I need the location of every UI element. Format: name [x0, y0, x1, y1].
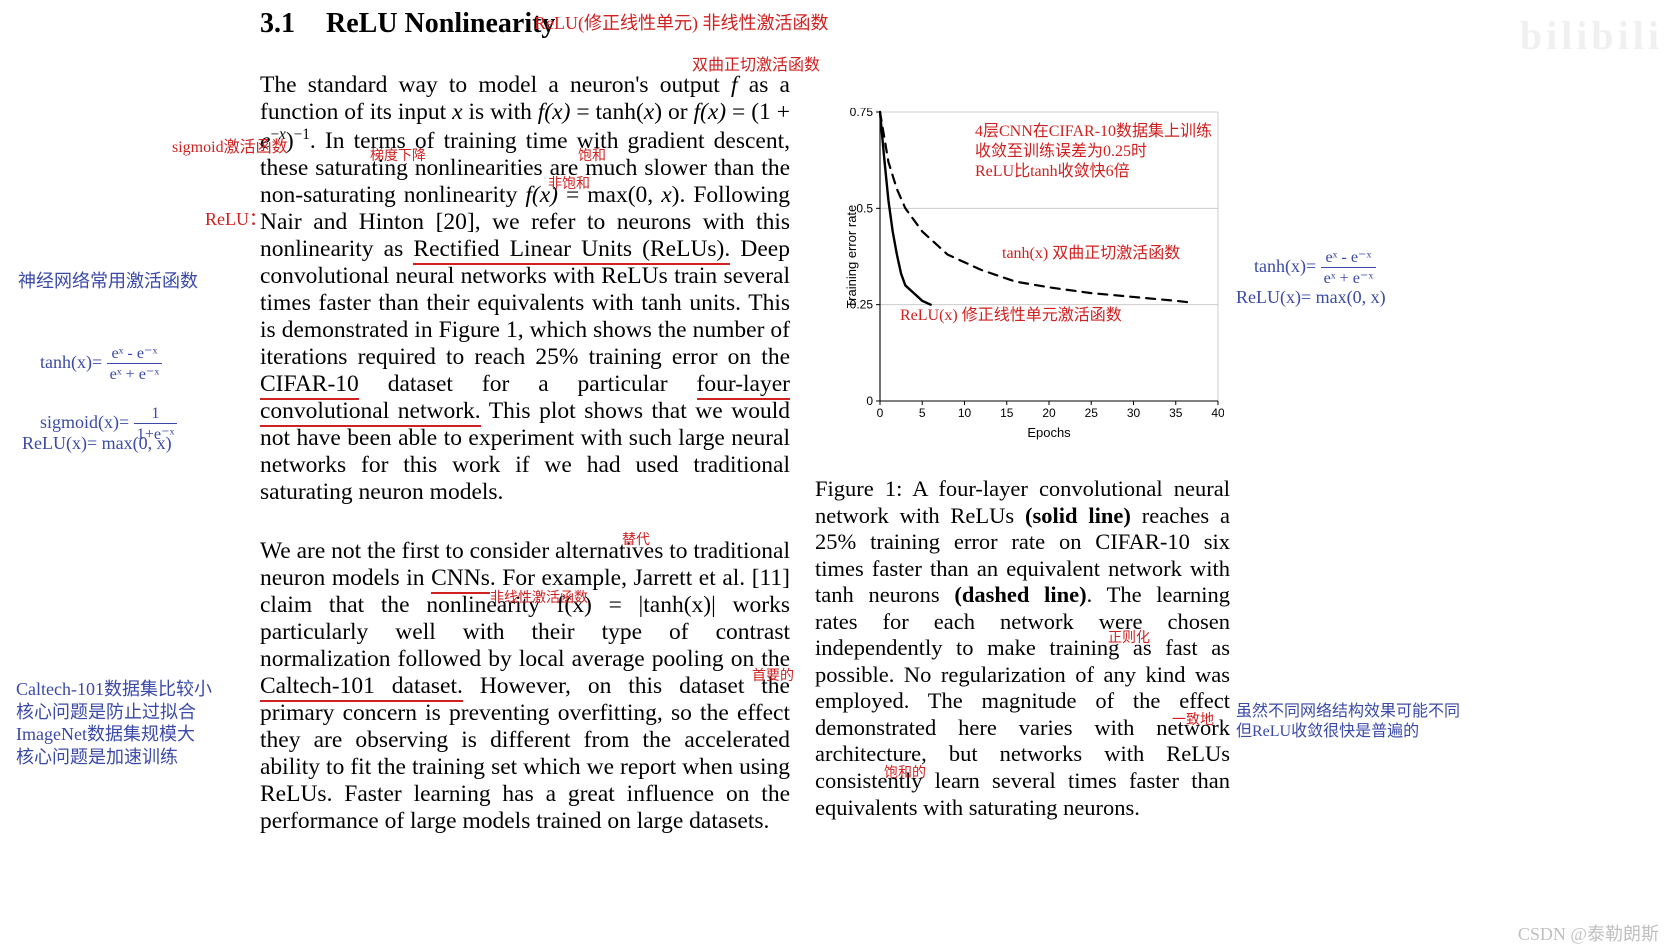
svg-text:Training error rate: Training error rate — [844, 205, 859, 309]
paragraph-1: The standard way to model a neuron's out… — [260, 72, 790, 506]
svg-text:10: 10 — [958, 406, 972, 420]
svg-text:30: 30 — [1127, 406, 1141, 420]
svg-text:0: 0 — [877, 406, 884, 420]
section-number: 3.1 — [260, 8, 295, 39]
anno-sigmoid-left: sigmoid激活函数 — [172, 138, 288, 158]
watermark-bilibili: bilibili — [1520, 12, 1663, 59]
section-heading: 3.1 ReLU Nonlinearity — [260, 8, 555, 40]
anno-tanh-top: 双曲正切激活函数 — [692, 56, 820, 76]
anno-nn-common: 神经网络常用激活函数 — [18, 270, 198, 293]
svg-text:35: 35 — [1169, 406, 1183, 420]
svg-text:25: 25 — [1085, 406, 1099, 420]
anno-chart-tanh: tanh(x) 双曲正切激活函数 — [1002, 244, 1180, 264]
watermark-csdn: CSDN @泰勒朗斯 — [1518, 920, 1659, 946]
anno-replace: 替代 — [622, 532, 650, 550]
svg-text:40: 40 — [1211, 406, 1224, 420]
paragraph-2: We are not the first to consider alterna… — [260, 538, 790, 835]
svg-text:15: 15 — [1000, 406, 1014, 420]
anno-chart-note1: 4层CNN在CIFAR-10数据集上训练 收敛至训练误差为0.25时 ReLU比… — [975, 122, 1212, 182]
section-title: ReLU Nonlinearity — [326, 8, 555, 39]
page: 3.1 ReLU Nonlinearity The standard way t… — [0, 0, 1667, 952]
anno-right-relu-eq: ReLU(x)= max(0, x) — [1236, 286, 1386, 309]
figure-1-caption: Figure 1: A four-layer convolutional neu… — [815, 476, 1230, 821]
anno-caltech-block: Caltech-101数据集比较小 核心问题是防止过拟合 ImageNet数据集… — [16, 678, 212, 768]
anno-saturating2: 饱和的 — [884, 765, 926, 783]
svg-text:Epochs: Epochs — [1027, 425, 1071, 440]
svg-text:5: 5 — [919, 406, 926, 420]
anno-right-note-blue: 虽然不同网络结构效果可能不同 但ReLU收敛很快是普遍的 — [1236, 702, 1460, 742]
anno-relu-eq-left: ReLU(x)= max(0, x) — [22, 432, 172, 455]
anno-grad-descent: 梯度下降 — [370, 148, 426, 166]
anno-nonsat: 非饱和 — [548, 176, 590, 194]
anno-nonlin-cn: 非线性激活函数 — [490, 590, 588, 608]
anno-title-side: ReLU(修正线性单元) 非线性激活函数 — [534, 12, 828, 35]
anno-regular: 正则化 — [1108, 630, 1150, 648]
anno-relu-left: ReLU： — [205, 208, 267, 231]
svg-text:0: 0 — [866, 394, 873, 408]
svg-text:20: 20 — [1042, 406, 1056, 420]
svg-text:0.75: 0.75 — [850, 108, 874, 119]
anno-chart-relu: ReLU(x) 修正线性单元激活函数 — [900, 306, 1122, 326]
anno-consist: 一致地 — [1172, 712, 1214, 730]
anno-primary: 首要的 — [752, 668, 794, 686]
anno-saturated: 饱和 — [578, 148, 606, 166]
